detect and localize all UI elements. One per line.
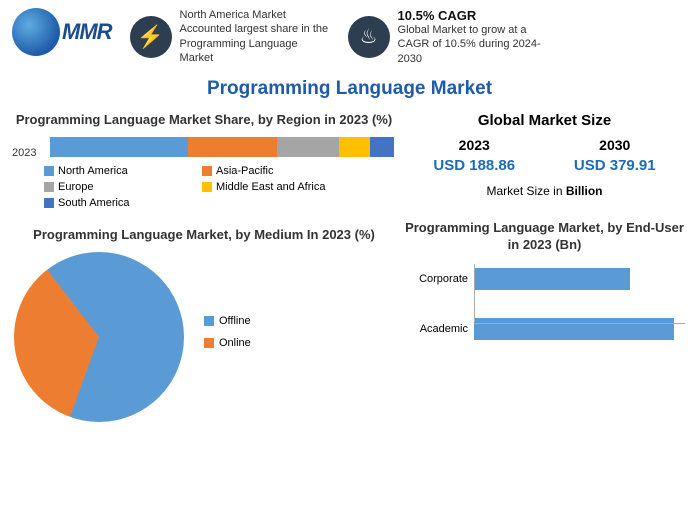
header-note-1: North America Market Accounted largest s… (180, 8, 330, 65)
bar-row-academic: Academic (404, 318, 685, 340)
gms-values: USD 188.86 USD 379.91 (404, 157, 685, 174)
bar (474, 318, 674, 340)
main-title: Programming Language Market (0, 78, 699, 100)
bar (474, 268, 630, 290)
globe-icon (12, 8, 60, 56)
header-note-2-group: ♨ 10.5% CAGR Global Market to grow at a … (348, 8, 548, 66)
legend-item: North America (44, 165, 184, 177)
bar-chart-title: Programming Language Market, by End-User… (404, 220, 685, 254)
region-seg-south-america (370, 137, 394, 157)
legend-label: Asia-Pacific (216, 165, 273, 177)
gms-year-1: 2023 (459, 137, 490, 153)
logo: MMR (12, 8, 112, 56)
bar-row-corporate: Corporate (404, 268, 685, 290)
region-seg-north-america (50, 137, 188, 157)
region-seg-europe (277, 137, 339, 157)
pie-legend-online: Online (204, 337, 251, 349)
pie-chart: Offline Online (14, 252, 394, 422)
legend-label: Middle East and Africa (216, 181, 325, 193)
pie-label-online: Online (219, 337, 251, 349)
logo-text: MMR (62, 19, 112, 45)
global-market-size: Global Market Size 2023 2030 USD 188.86 … (404, 112, 685, 198)
header-note-2: Global Market to grow at a CAGR of 10.5%… (398, 23, 548, 66)
swatch (44, 198, 54, 208)
gms-suffix-a: Market Size in (486, 184, 565, 198)
bar-xaxis (474, 323, 685, 324)
legend-label: North America (58, 165, 128, 177)
gms-val-1: USD 188.86 (433, 157, 515, 174)
pie-legend-offline: Offline (204, 315, 251, 327)
swatch-online (204, 338, 214, 348)
legend-item: Asia-Pacific (202, 165, 342, 177)
flame-icon: ♨ (348, 16, 390, 58)
stacked-bar (50, 137, 394, 157)
pie-chart-title: Programming Language Market, by Medium I… (14, 227, 394, 244)
pie-label-offline: Offline (219, 315, 251, 327)
gms-years: 2023 2030 (404, 137, 685, 153)
cagr-headline: 10.5% CAGR (398, 8, 548, 23)
bar-yaxis (474, 264, 475, 322)
bolt-icon: ⚡ (130, 16, 172, 58)
bar-label: Academic (404, 323, 474, 335)
region-chart: 2023 North America Asia-Pacific Europe Midd… (14, 137, 394, 209)
swatch (44, 182, 54, 192)
gms-suffix-b: Billion (566, 184, 603, 198)
right-col: Global Market Size 2023 2030 USD 188.86 … (404, 112, 685, 422)
header: MMR ⚡ North America Market Accounted lar… (0, 0, 699, 74)
region-year-label: 2023 (12, 147, 36, 159)
gms-suffix: Market Size in Billion (404, 184, 685, 198)
pie-graphic (14, 252, 184, 422)
gms-year-2: 2030 (599, 137, 630, 153)
gms-title: Global Market Size (404, 112, 685, 129)
region-seg-asia-pacific (188, 137, 277, 157)
bar-label: Corporate (404, 273, 474, 285)
gms-val-2: USD 379.91 (574, 157, 656, 174)
region-legend: North America Asia-Pacific Europe Middle Ea… (44, 165, 394, 209)
region-chart-title: Programming Language Market Share, by Re… (14, 112, 394, 129)
header-note-1-group: ⚡ North America Market Accounted largest… (130, 8, 330, 65)
legend-item: Middle East and Africa (202, 181, 342, 193)
legend-label: Europe (58, 181, 93, 193)
legend-label: South America (58, 197, 130, 209)
bar-chart: Corporate Academic (404, 268, 685, 340)
pie-legend: Offline Online (204, 315, 251, 359)
swatch-offline (204, 316, 214, 326)
legend-item: Europe (44, 181, 184, 193)
content-grid: Programming Language Market Share, by Re… (0, 112, 699, 422)
region-seg-middle-east-and-africa (339, 137, 370, 157)
swatch (202, 166, 212, 176)
swatch (202, 182, 212, 192)
swatch (44, 166, 54, 176)
legend-item: South America (44, 197, 184, 209)
left-col: Programming Language Market Share, by Re… (14, 112, 394, 422)
